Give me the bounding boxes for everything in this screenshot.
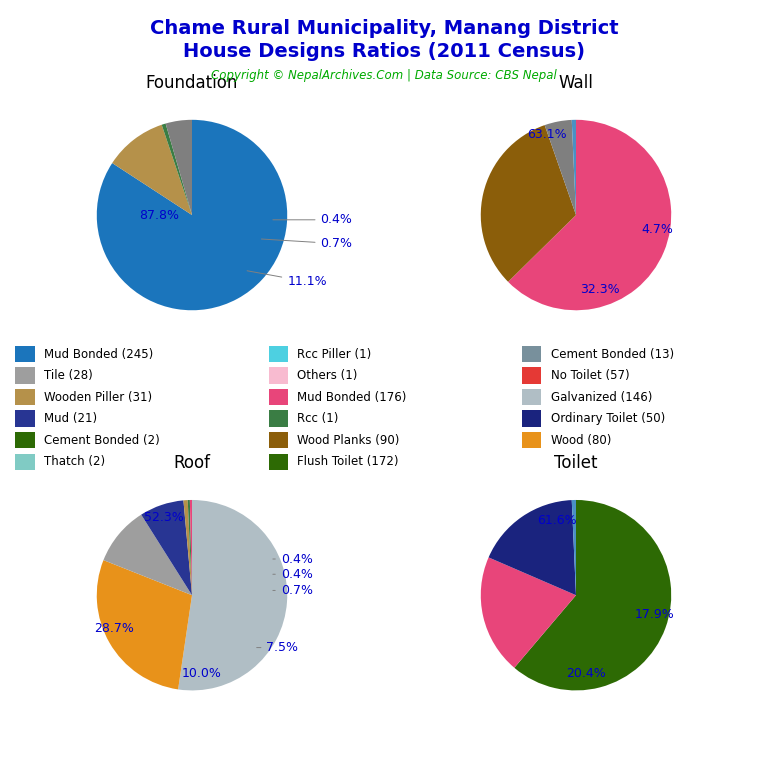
Wedge shape	[104, 515, 192, 595]
Text: Mud Bonded (176): Mud Bonded (176)	[297, 391, 406, 403]
Bar	[522, 346, 541, 362]
Wedge shape	[184, 500, 192, 595]
Text: Wood Planks (90): Wood Planks (90)	[297, 434, 399, 446]
Wedge shape	[97, 120, 287, 310]
Text: 10.0%: 10.0%	[181, 667, 221, 680]
Title: Wall: Wall	[558, 74, 594, 91]
Text: Rcc Piller (1): Rcc Piller (1)	[297, 348, 372, 360]
Title: Foundation: Foundation	[146, 74, 238, 91]
Text: 0.7%: 0.7%	[261, 237, 353, 250]
Text: Mud (21): Mud (21)	[44, 412, 97, 425]
Wedge shape	[178, 500, 287, 690]
Text: Copyright © NepalArchives.Com | Data Source: CBS Nepal: Copyright © NepalArchives.Com | Data Sou…	[211, 69, 557, 82]
Text: Thatch (2): Thatch (2)	[44, 455, 105, 468]
Wedge shape	[515, 500, 671, 690]
Text: 87.8%: 87.8%	[140, 209, 180, 221]
Bar	[269, 389, 288, 406]
Wedge shape	[481, 125, 576, 282]
Text: Flush Toilet (172): Flush Toilet (172)	[297, 455, 399, 468]
Wedge shape	[162, 124, 192, 215]
Text: Ordinary Toilet (50): Ordinary Toilet (50)	[551, 412, 665, 425]
Bar	[522, 410, 541, 427]
Wedge shape	[166, 120, 192, 215]
Bar	[269, 410, 288, 427]
Text: 11.1%: 11.1%	[247, 271, 327, 288]
Text: 7.5%: 7.5%	[257, 641, 299, 654]
Bar	[15, 389, 35, 406]
Wedge shape	[481, 558, 576, 667]
Wedge shape	[190, 500, 192, 595]
Bar	[522, 368, 541, 384]
Bar	[522, 389, 541, 406]
Text: Wood (80): Wood (80)	[551, 434, 611, 446]
Wedge shape	[571, 120, 576, 215]
Wedge shape	[545, 120, 576, 215]
Text: 0.4%: 0.4%	[273, 568, 313, 581]
Text: Mud Bonded (245): Mud Bonded (245)	[44, 348, 153, 360]
Bar	[269, 432, 288, 449]
Text: 0.7%: 0.7%	[273, 584, 313, 597]
Text: 28.7%: 28.7%	[94, 622, 134, 635]
Text: Rcc (1): Rcc (1)	[297, 412, 339, 425]
Bar	[15, 368, 35, 384]
Text: Chame Rural Municipality, Manang District: Chame Rural Municipality, Manang Distric…	[150, 19, 618, 38]
Text: Cement Bonded (2): Cement Bonded (2)	[44, 434, 160, 446]
Title: Roof: Roof	[174, 454, 210, 472]
Text: 4.7%: 4.7%	[641, 223, 673, 236]
Text: 32.3%: 32.3%	[580, 283, 620, 296]
Bar	[522, 432, 541, 449]
Text: 61.6%: 61.6%	[537, 515, 577, 528]
Text: Cement Bonded (13): Cement Bonded (13)	[551, 348, 674, 360]
Wedge shape	[112, 124, 192, 215]
Title: Toilet: Toilet	[554, 454, 598, 472]
Bar	[269, 453, 288, 470]
Text: 63.1%: 63.1%	[528, 127, 568, 141]
Text: 17.9%: 17.9%	[634, 607, 674, 621]
Text: 20.4%: 20.4%	[566, 667, 605, 680]
Bar	[15, 453, 35, 470]
Wedge shape	[97, 560, 192, 690]
Bar	[15, 346, 35, 362]
Text: Wooden Piller (31): Wooden Piller (31)	[44, 391, 152, 403]
Bar	[15, 432, 35, 449]
Bar	[269, 346, 288, 362]
Text: 52.3%: 52.3%	[144, 511, 184, 524]
Text: 0.4%: 0.4%	[273, 552, 313, 565]
Wedge shape	[488, 500, 576, 595]
Text: 0.4%: 0.4%	[273, 214, 353, 227]
Wedge shape	[508, 120, 671, 310]
Bar	[269, 368, 288, 384]
Text: No Toilet (57): No Toilet (57)	[551, 369, 629, 382]
Text: Tile (28): Tile (28)	[44, 369, 92, 382]
Wedge shape	[187, 500, 192, 595]
Text: Others (1): Others (1)	[297, 369, 358, 382]
Bar	[15, 410, 35, 427]
Wedge shape	[571, 500, 576, 595]
Text: Galvanized (146): Galvanized (146)	[551, 391, 652, 403]
Text: House Designs Ratios (2011 Census): House Designs Ratios (2011 Census)	[183, 42, 585, 61]
Wedge shape	[141, 501, 192, 595]
